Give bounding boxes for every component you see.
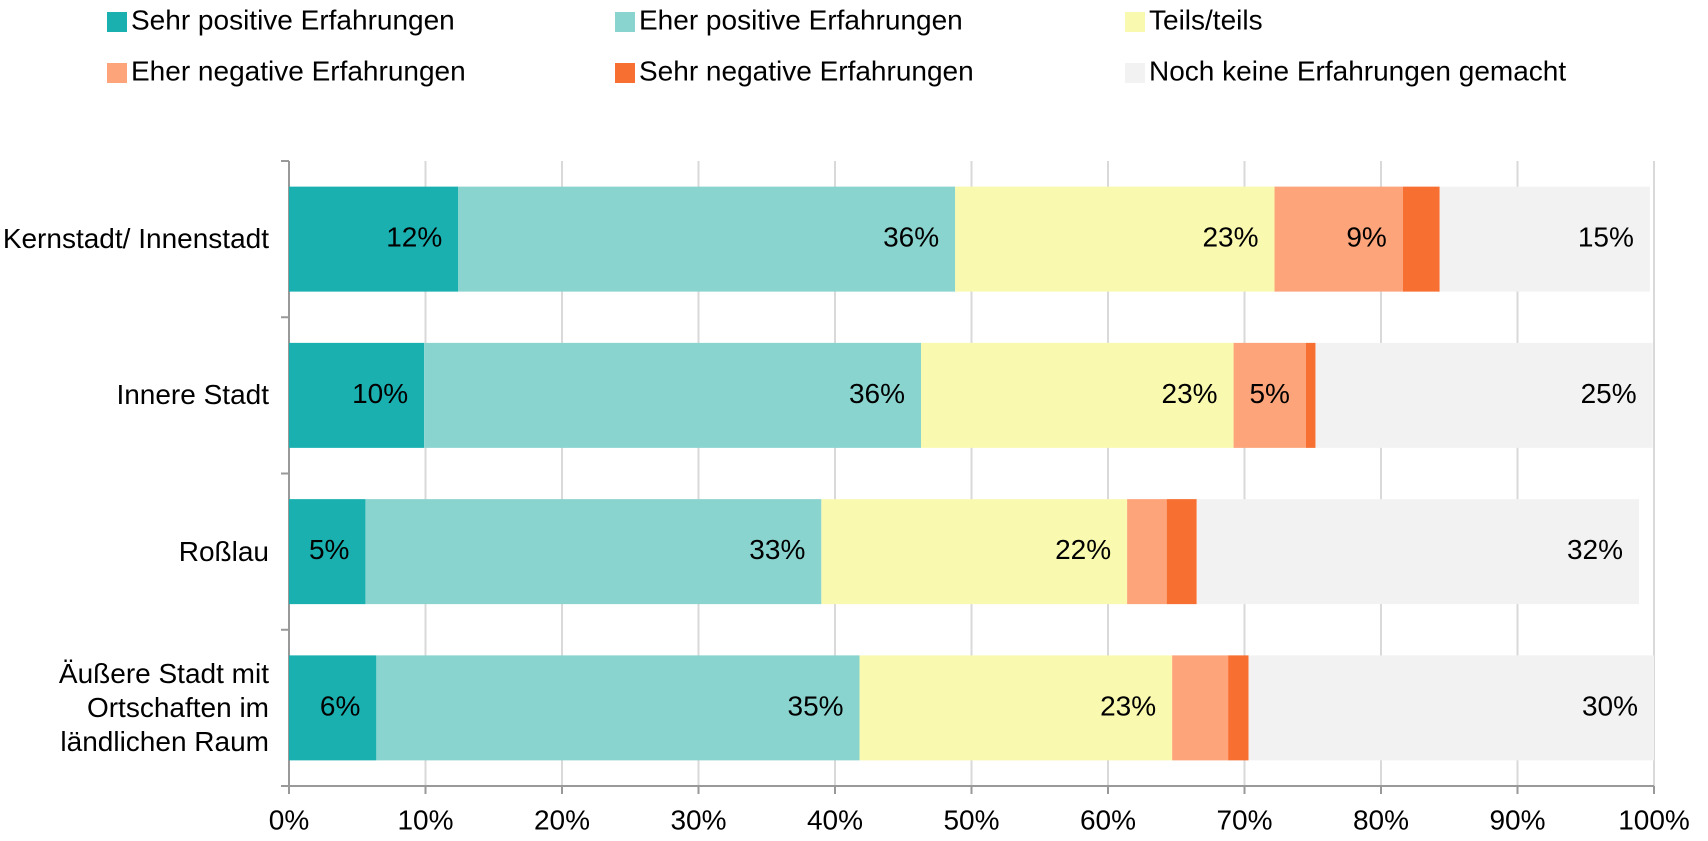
x-tick-label: 70% xyxy=(1216,804,1272,835)
data-label: 32% xyxy=(1567,534,1623,565)
x-tick-label: 30% xyxy=(670,804,726,835)
bar-segment xyxy=(1166,499,1197,605)
bar-segment xyxy=(289,655,377,761)
x-tick-label: 50% xyxy=(943,804,999,835)
bar-segment xyxy=(1127,499,1167,605)
x-tick-label: 90% xyxy=(1489,804,1545,835)
data-label: 36% xyxy=(849,378,905,409)
legend-label: Noch keine Erfahrungen gemacht xyxy=(1149,55,1566,86)
y-tick-label: Kernstadt/ Innenstadt xyxy=(2,223,269,255)
legend-swatch xyxy=(1125,63,1145,83)
legend-label: Eher positive Erfahrungen xyxy=(639,4,963,35)
data-label: 36% xyxy=(883,222,939,253)
x-tick-label: 10% xyxy=(397,804,453,835)
data-label: 25% xyxy=(1581,378,1637,409)
bar-segment xyxy=(289,186,459,292)
bar-segment xyxy=(1439,186,1650,292)
bar-segment xyxy=(1248,655,1654,761)
x-tick-label: 100% xyxy=(1618,804,1690,835)
data-label: 10% xyxy=(352,378,408,409)
x-tick-label: 20% xyxy=(534,804,590,835)
bar-segment xyxy=(365,499,822,605)
bar-segment xyxy=(1196,499,1639,605)
data-label: 23% xyxy=(1202,222,1258,253)
legend-swatch xyxy=(107,12,127,32)
bar-segment xyxy=(1305,342,1316,448)
legend-label: Eher negative Erfahrungen xyxy=(131,55,466,86)
bar-segment xyxy=(1228,655,1249,761)
bar-segment xyxy=(458,186,956,292)
legend-swatch xyxy=(1125,12,1145,32)
data-label: 23% xyxy=(1100,690,1156,721)
data-label: 12% xyxy=(386,222,442,253)
y-tick-label: Innere Stadt xyxy=(116,379,269,411)
data-label: 33% xyxy=(749,534,805,565)
data-label: 30% xyxy=(1582,690,1638,721)
legend-label: Teils/teils xyxy=(1149,4,1263,35)
bar-segment xyxy=(1315,342,1653,448)
bar-segment xyxy=(289,342,425,448)
bar-segment xyxy=(1274,186,1403,292)
data-label: 5% xyxy=(1249,378,1289,409)
bar-segment xyxy=(424,342,921,448)
bar-segment xyxy=(920,342,1234,448)
bar-segment xyxy=(1172,655,1229,761)
bar-segment xyxy=(289,499,366,605)
y-tick-label: Äußere Stadt mit Ortschaften im ländlich… xyxy=(58,657,269,757)
x-tick-label: 0% xyxy=(269,804,309,835)
data-label: 22% xyxy=(1055,534,1111,565)
bar-segment xyxy=(376,655,860,761)
bar-segment xyxy=(821,499,1128,605)
x-tick-label: 80% xyxy=(1353,804,1409,835)
data-label: 9% xyxy=(1346,222,1386,253)
data-label: 23% xyxy=(1162,378,1218,409)
bar-segment xyxy=(1402,186,1440,292)
legend-swatch xyxy=(615,63,635,83)
x-tick-label: 60% xyxy=(1080,804,1136,835)
data-label: 15% xyxy=(1578,222,1634,253)
legend-swatch xyxy=(615,12,635,32)
y-tick-label: Roßlau xyxy=(178,535,269,567)
data-label: 6% xyxy=(320,690,360,721)
x-tick-label: 40% xyxy=(807,804,863,835)
bar-segment xyxy=(955,186,1275,292)
legend-label: Sehr negative Erfahrungen xyxy=(639,55,974,86)
bar-segment xyxy=(859,655,1173,761)
data-label: 5% xyxy=(309,534,349,565)
legend-swatch xyxy=(107,63,127,83)
bar-segment xyxy=(1233,342,1306,448)
data-label: 35% xyxy=(788,690,844,721)
legend-label: Sehr positive Erfahrungen xyxy=(131,4,455,35)
